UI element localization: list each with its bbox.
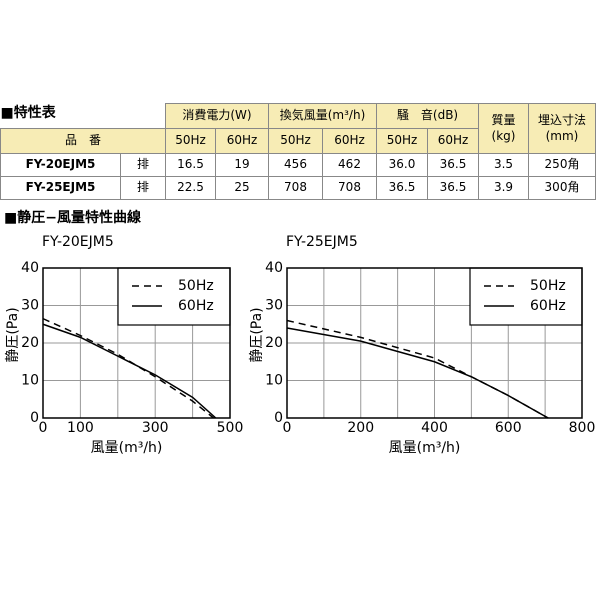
table-cell: 16.5 <box>165 153 216 177</box>
table-cell: 3.5 <box>478 153 529 177</box>
table-cell: 19 <box>215 153 269 177</box>
y-tick-label: 10 <box>265 373 283 389</box>
model-header: 品 番 <box>0 128 166 154</box>
table-cell: 250角 <box>528 153 596 177</box>
y-tick-label: 30 <box>21 298 39 314</box>
y-axis-label: 静圧(Pa) <box>5 307 21 362</box>
x-tick-label: 500 <box>217 420 244 436</box>
table-cell: 462 <box>322 153 377 177</box>
tall-header: 埋込寸法 (mm) <box>528 103 596 154</box>
x-tick-label: 200 <box>347 420 374 436</box>
group-header: 換気風量(m³/h) <box>268 103 377 129</box>
group-header: 騒 音(dB) <box>376 103 479 129</box>
table-cell: 708 <box>322 176 377 200</box>
table-cell: 300角 <box>528 176 596 200</box>
series-line <box>42 323 217 419</box>
section-title: ■静圧−風量特性曲線 <box>4 209 141 226</box>
x-tick-label: 300 <box>142 420 169 436</box>
x-tick-label: 0 <box>39 420 48 436</box>
table-cell: 456 <box>268 153 323 177</box>
x-tick-label: 0 <box>283 420 292 436</box>
table-cell: 36.5 <box>376 176 428 200</box>
model-cell: FY-20EJM5 <box>0 153 121 177</box>
x-axis-label: 風量(m³/h) <box>91 440 163 456</box>
chart-title: FY-20EJM5 <box>42 234 114 250</box>
x-tick-label: 800 <box>569 420 596 436</box>
table-row: FY-20EJM5 排 16.5 19 456 462 36.0 36.5 3.5 250角 <box>0 153 596 177</box>
sub-header: 60Hz <box>427 128 479 154</box>
legend-label: 60Hz <box>530 298 566 314</box>
table-cell: 36.0 <box>376 153 428 177</box>
table-cell: 22.5 <box>165 176 216 200</box>
tall-header: 質量 (kg) <box>478 103 529 154</box>
y-tick-label: 0 <box>274 410 283 426</box>
y-axis-label: 静圧(Pa) <box>249 307 265 362</box>
x-axis-label: 風量(m³/h) <box>389 440 461 456</box>
y-tick-label: 10 <box>21 373 39 389</box>
y-tick-label: 20 <box>265 335 283 351</box>
table-cell: 排 <box>120 153 166 177</box>
plot-frame <box>42 267 231 419</box>
legend-label: 50Hz <box>178 278 214 294</box>
sub-header: 50Hz <box>165 128 216 154</box>
sub-header: 60Hz <box>215 128 269 154</box>
legend-label: 50Hz <box>530 278 566 294</box>
x-tick-label: 600 <box>495 420 522 436</box>
y-tick-label: 40 <box>265 260 283 276</box>
series-line <box>286 327 549 419</box>
table-cell: 25 <box>215 176 269 200</box>
sub-header: 50Hz <box>268 128 323 154</box>
table-row: FY-25EJM5 排 22.5 25 708 708 36.5 36.5 3.9 300角 <box>0 176 596 200</box>
table-cell: 36.5 <box>427 153 479 177</box>
model-cell: FY-25EJM5 <box>0 176 121 200</box>
table-cell: 708 <box>268 176 323 200</box>
plot-frame <box>286 267 583 419</box>
table-title: ■特性表 <box>0 104 56 121</box>
x-tick-label: 400 <box>421 420 448 436</box>
legend-label: 60Hz <box>178 298 214 314</box>
legend-box <box>469 267 583 326</box>
sub-header: 60Hz <box>322 128 377 154</box>
y-tick-label: 20 <box>21 335 39 351</box>
table-cell: 3.9 <box>478 176 529 200</box>
x-tick-label: 100 <box>67 420 94 436</box>
y-tick-label: 0 <box>30 410 39 426</box>
table-cell: 36.5 <box>427 176 479 200</box>
chart-title: FY-25EJM5 <box>286 234 358 250</box>
group-header: 消費電力(W) <box>165 103 269 129</box>
sub-header: 50Hz <box>376 128 428 154</box>
y-tick-label: 40 <box>21 260 39 276</box>
legend-box <box>117 267 231 326</box>
spec-table: ■特性表 消費電力(W) 換気風量(m³/h) 騒 音(dB) 質量 (kg) … <box>0 103 596 200</box>
y-tick-label: 30 <box>265 298 283 314</box>
table-cell: 排 <box>120 176 166 200</box>
